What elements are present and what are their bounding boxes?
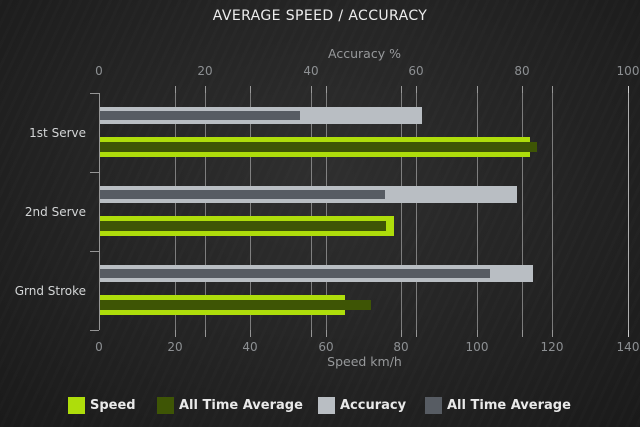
axis-tick-icon — [552, 330, 553, 337]
axis-tick-icon — [477, 86, 478, 93]
top-tick-label-0: 0 — [95, 64, 103, 78]
bar-accuracy-all-time-average-1st-serve[interactable] — [100, 111, 300, 120]
bottom-tick-label-0: 0 — [95, 340, 103, 354]
legend-item-speed-all-time-average[interactable]: All Time Average — [157, 397, 303, 414]
axis-tick-icon — [205, 86, 206, 93]
category-tick-icon — [90, 251, 99, 252]
gridline-bottom-100 — [477, 93, 478, 330]
top-tick-label-80: 80 — [514, 64, 530, 78]
category-label-1st-serve: 1st Serve — [29, 126, 86, 140]
axis-tick-icon — [175, 330, 176, 337]
top-tick-label-20: 20 — [197, 64, 213, 78]
gridline-top-40 — [311, 93, 312, 330]
bar-accuracy-all-time-average-grnd-stroke[interactable] — [100, 269, 490, 278]
bottom-tick-label-20: 20 — [167, 340, 183, 354]
legend-item-speed[interactable]: Speed — [68, 397, 136, 414]
category-axis-line — [99, 93, 100, 330]
category-tick-icon — [90, 93, 99, 94]
gridline-bottom-40 — [250, 93, 251, 330]
top-axis-title: Accuracy % — [328, 46, 401, 61]
bottom-tick-label-100: 100 — [465, 340, 489, 354]
legend-label: All Time Average — [179, 398, 303, 413]
bar-speed-all-time-average-grnd-stroke[interactable] — [100, 300, 371, 310]
legend-item-accuracy[interactable]: Accuracy — [318, 397, 406, 414]
category-tick-icon — [90, 330, 99, 331]
legend: Speed All Time Average Accuracy All Time… — [0, 397, 640, 417]
axis-tick-icon — [401, 86, 402, 93]
axis-tick-icon — [552, 86, 553, 93]
bar-speed-all-time-average-2nd-serve[interactable] — [100, 221, 386, 231]
legend-label: Speed — [90, 398, 136, 413]
gridline-bottom-120 — [552, 93, 553, 330]
gridline-bottom-60 — [326, 93, 327, 330]
axis-tick-icon — [250, 330, 251, 337]
bottom-tick-label-120: 120 — [540, 340, 564, 354]
axis-tick-icon — [416, 330, 417, 337]
gridline-top-80 — [522, 93, 523, 330]
bottom-tick-label-140: 140 — [616, 340, 640, 354]
legend-swatch-speed-ata-icon — [157, 397, 174, 414]
top-tick-label-60: 60 — [408, 64, 424, 78]
category-label-grnd-stroke: Grnd Stroke — [14, 284, 86, 298]
legend-item-accuracy-all-time-average[interactable]: All Time Average — [425, 397, 571, 414]
legend-swatch-accuracy-ata-icon — [425, 397, 442, 414]
bottom-tick-label-80: 80 — [393, 340, 409, 354]
bottom-tick-label-60: 60 — [318, 340, 334, 354]
axis-tick-icon — [522, 330, 523, 337]
axis-tick-icon — [175, 86, 176, 93]
axis-tick-icon — [401, 330, 402, 337]
legend-swatch-accuracy-icon — [318, 397, 335, 414]
gridline-bottom-20 — [175, 93, 176, 330]
axis-tick-icon — [416, 86, 417, 93]
bar-accuracy-all-time-average-2nd-serve[interactable] — [100, 190, 385, 199]
top-tick-label-100: 100 — [616, 64, 640, 78]
gridline-top-20 — [205, 93, 206, 330]
axis-tick-icon — [205, 330, 206, 337]
gridline-top-60 — [416, 93, 417, 330]
bar-speed-all-time-average-1st-serve[interactable] — [100, 142, 537, 152]
legend-label: All Time Average — [447, 398, 571, 413]
axis-tick-icon — [628, 330, 629, 337]
category-tick-icon — [90, 172, 99, 173]
top-tick-label-40: 40 — [303, 64, 319, 78]
gridline-top-100 — [628, 93, 629, 330]
gridline-bottom-80 — [401, 93, 402, 330]
axis-tick-icon — [326, 330, 327, 337]
legend-swatch-speed-icon — [68, 397, 85, 414]
axis-tick-icon — [250, 86, 251, 93]
axis-tick-icon — [522, 86, 523, 93]
axis-tick-icon — [311, 86, 312, 93]
axis-tick-icon — [477, 330, 478, 337]
axis-tick-icon — [628, 86, 629, 93]
axis-tick-icon — [326, 86, 327, 93]
gridline-bottom-140 — [628, 93, 629, 330]
bottom-axis-title: Speed km/h — [327, 354, 402, 369]
bottom-tick-label-40: 40 — [242, 340, 258, 354]
category-label-2nd-serve: 2nd Serve — [24, 205, 86, 219]
legend-label: Accuracy — [340, 398, 407, 413]
axis-tick-icon — [311, 330, 312, 337]
chart-title: AVERAGE SPEED / ACCURACY — [212, 8, 428, 24]
